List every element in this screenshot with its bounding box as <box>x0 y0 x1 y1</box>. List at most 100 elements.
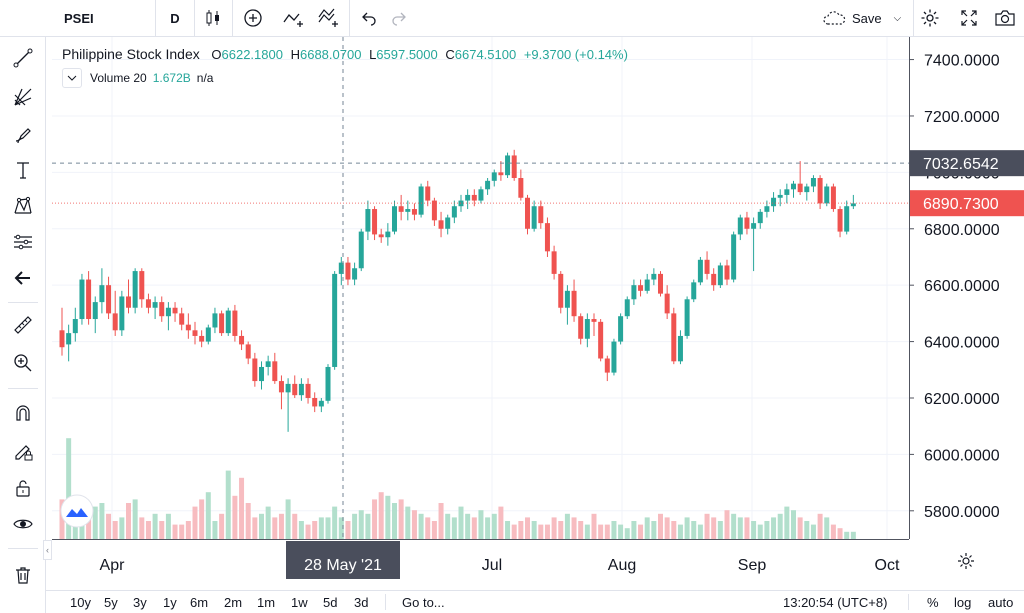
volume-bar <box>332 506 338 539</box>
symbol-search-button[interactable]: PSEI <box>52 0 152 36</box>
settings-gear-icon[interactable] <box>916 0 944 36</box>
candle-body <box>611 341 617 373</box>
chart-pane[interactable] <box>52 37 909 539</box>
undo-icon[interactable] <box>356 0 382 36</box>
volume-bar <box>471 517 477 539</box>
logo-circle <box>60 494 94 528</box>
range-3y-button[interactable]: 3y <box>133 595 147 610</box>
volume-bar <box>724 510 730 539</box>
price-scale[interactable]: 7400.00007200.00007000.00006800.00006600… <box>909 37 1024 539</box>
volume-bar <box>159 521 165 539</box>
candle-body <box>751 223 757 229</box>
volume-bar <box>438 503 444 539</box>
candle-body <box>332 273 338 367</box>
range-6m-button[interactable]: 6m <box>190 595 209 610</box>
candle-body <box>438 220 444 229</box>
zoom-in-icon[interactable] <box>6 348 40 378</box>
trend-line-tool-icon[interactable] <box>6 43 40 73</box>
range-2m-button[interactable]: 2m <box>224 595 243 610</box>
back-arrow-icon[interactable] <box>6 263 40 293</box>
pattern-tool-icon[interactable] <box>6 191 40 221</box>
candle-body <box>704 259 710 274</box>
auto-scale-toggle[interactable]: auto <box>988 595 1014 610</box>
volume-bar <box>837 528 843 539</box>
candle-body <box>651 273 657 280</box>
candle-body <box>491 172 497 181</box>
fullscreen-icon[interactable] <box>955 0 983 36</box>
candle-body <box>259 366 264 382</box>
volume-bar <box>66 438 72 539</box>
candle-body <box>165 307 171 317</box>
volume-bar <box>651 521 657 539</box>
redo-icon[interactable] <box>386 0 412 36</box>
volume-bar <box>704 513 710 539</box>
volume-bar <box>638 524 644 539</box>
unlock-icon[interactable] <box>6 473 40 503</box>
clock-timezone[interactable]: 13:20:54 (UTC+8) <box>783 595 888 610</box>
range-1w-button[interactable]: 1w <box>291 595 308 610</box>
indicators-icon[interactable] <box>278 0 310 36</box>
volume-bar <box>711 517 717 539</box>
candle-body <box>844 206 850 232</box>
candle-body <box>345 262 351 280</box>
volume-bar <box>265 506 271 539</box>
text-tool-icon[interactable] <box>6 155 40 185</box>
volume-bar <box>305 524 311 539</box>
lock-drawing-icon[interactable] <box>6 436 40 466</box>
candle-body <box>824 186 830 204</box>
chart-style-candles-icon[interactable] <box>198 0 228 36</box>
gann-fib-tool-icon[interactable] <box>6 82 40 112</box>
candle-body <box>425 186 431 201</box>
collapse-toolbar-chevron-icon[interactable]: ‹ <box>43 540 52 560</box>
volume-bar <box>697 524 703 539</box>
range-1m-button[interactable]: 1m <box>257 595 276 610</box>
range-10y-button[interactable]: 10y <box>70 595 91 610</box>
price-tick-label: 6600.0000 <box>924 278 1000 295</box>
range-3d-button[interactable]: 3d <box>354 595 369 610</box>
candle-body <box>119 296 125 331</box>
trash-icon[interactable] <box>6 560 40 590</box>
volume-bar <box>185 521 191 539</box>
prediction-tool-icon[interactable] <box>6 227 40 257</box>
candle-body <box>398 206 404 212</box>
add-compare-icon[interactable] <box>238 0 268 36</box>
scale-settings-icon[interactable] <box>956 551 976 576</box>
candle-body <box>764 206 770 212</box>
collapse-legend-chevron-icon[interactable] <box>62 68 82 88</box>
volume-bar <box>824 517 830 539</box>
log-scale-toggle[interactable]: log <box>954 595 972 610</box>
volume-bar <box>624 528 630 539</box>
ruler-tool-icon[interactable] <box>6 310 40 340</box>
templates-icon[interactable] <box>313 0 345 36</box>
candle-body <box>179 313 185 325</box>
interval-button[interactable]: D <box>160 0 190 36</box>
range-5d-button[interactable]: 5d <box>323 595 338 610</box>
candle-body <box>684 299 690 336</box>
percent-scale-toggle[interactable]: % <box>927 595 939 610</box>
price-tick-label: 6200.0000 <box>924 391 1000 408</box>
brush-tool-icon[interactable] <box>6 119 40 149</box>
magnet-icon[interactable] <box>6 398 40 428</box>
camera-snapshot-icon[interactable] <box>990 0 1020 36</box>
volume-bar <box>392 503 397 539</box>
volume-bar <box>604 524 610 539</box>
volume-bar <box>691 521 697 539</box>
eye-icon[interactable] <box>6 509 40 539</box>
range-1y-button[interactable]: 1y <box>163 595 177 610</box>
candle-body <box>205 327 211 342</box>
candle-body <box>265 361 271 367</box>
volume-bar <box>126 503 131 539</box>
tradingview-logo-icon <box>60 494 94 528</box>
volume-bar <box>658 513 663 539</box>
volume-bar <box>564 513 570 539</box>
volume-na: n/a <box>196 71 214 85</box>
candle-body <box>145 299 151 308</box>
time-scale[interactable]: Apr Jul Aug Sep Oct 28 May '21 <box>52 539 909 579</box>
candle-body <box>79 279 85 320</box>
time-tick-label: Sep <box>738 557 767 574</box>
price-scale-axis: 7400.00007200.00007000.00006800.00006600… <box>910 53 1024 521</box>
volume-bar <box>717 521 723 539</box>
range-5y-button[interactable]: 5y <box>104 595 118 610</box>
goto-date-button[interactable]: Go to... <box>402 595 445 610</box>
save-button[interactable]: Save ⌵ <box>822 0 910 36</box>
